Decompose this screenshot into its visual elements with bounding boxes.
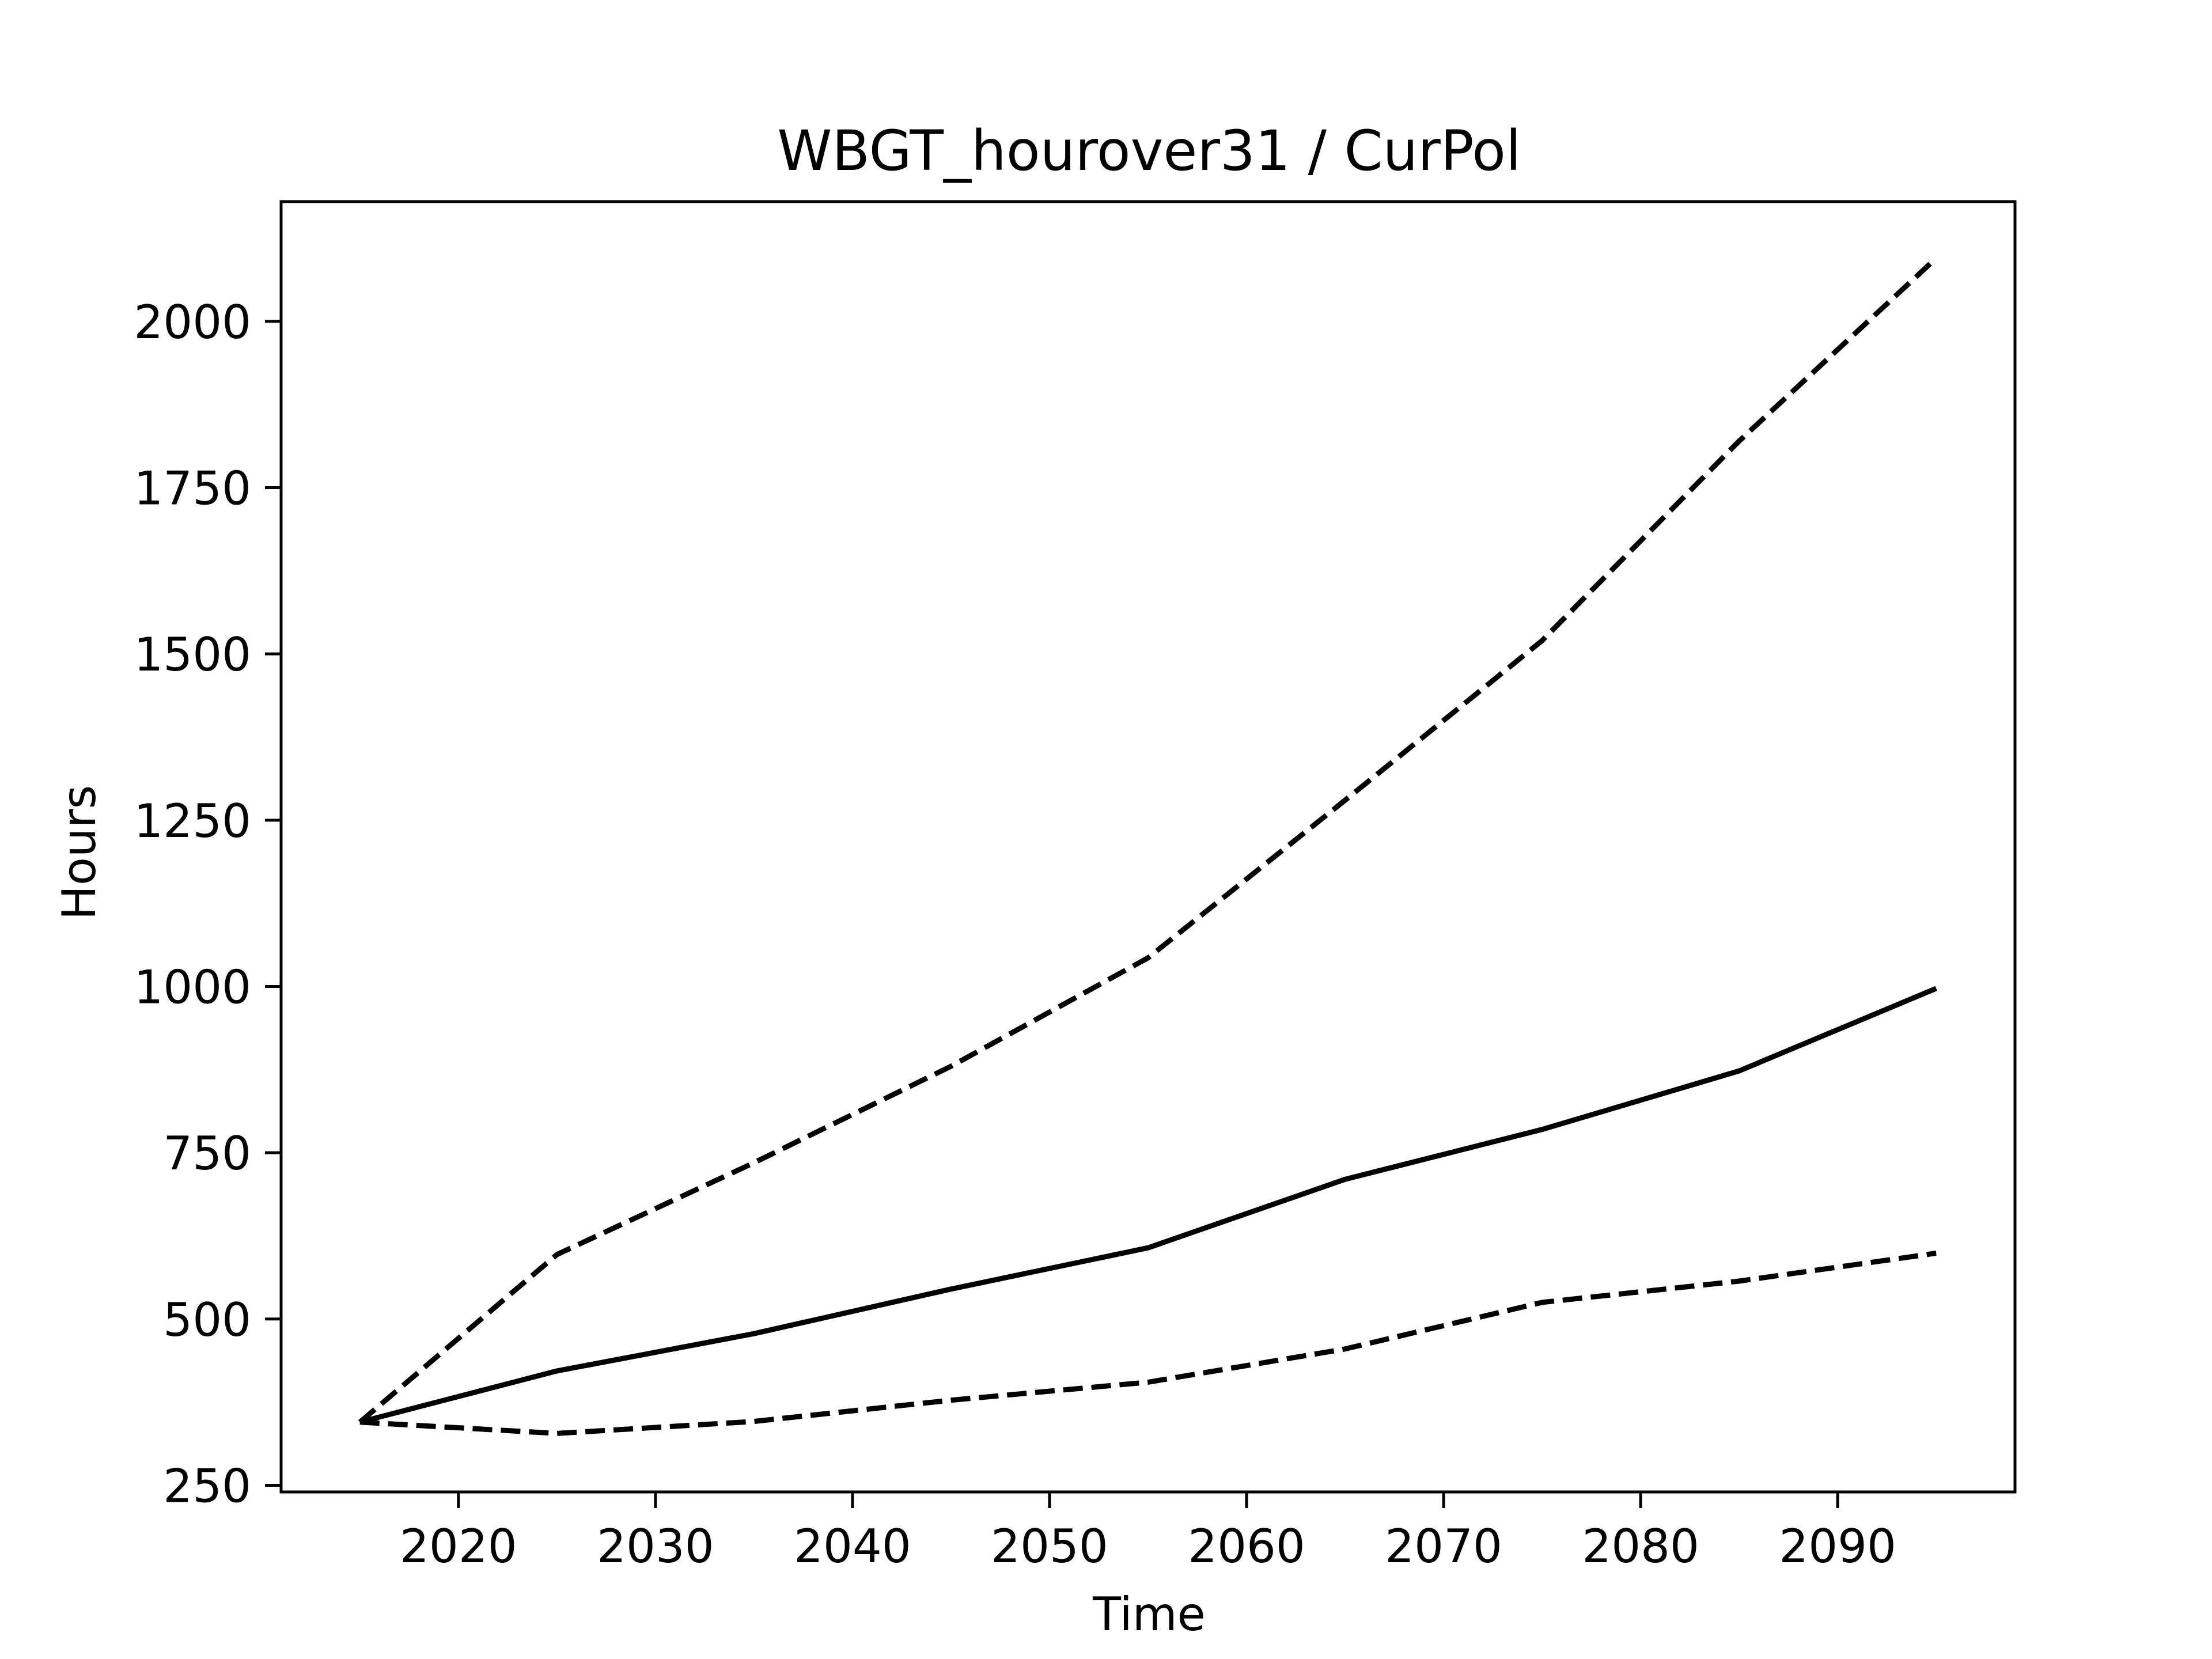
y-tick-label: 1000 <box>134 960 251 1014</box>
plot-frame <box>279 200 2017 1494</box>
x-tick-label: 2080 <box>1582 1520 1699 1573</box>
series-lower-dashed-line <box>359 1251 1937 1436</box>
x-tick-label: 2060 <box>1188 1520 1305 1573</box>
x-axis: 2020 2030 2040 2050 2060 2070 2080 2090 <box>400 1492 1896 1573</box>
x-tick-label: 2090 <box>1779 1520 1896 1573</box>
x-axis-label: Time <box>1092 1588 1206 1641</box>
y-axis-label: Hours <box>52 785 106 920</box>
y-tick-label: 1250 <box>134 794 251 848</box>
y-tick-label: 250 <box>163 1459 251 1513</box>
chart-title: WBGT_hourover31 / CurPol <box>777 119 1521 183</box>
x-tick-label: 2070 <box>1385 1520 1502 1573</box>
series-upper-dashed-line <box>358 256 1938 1425</box>
plot-area <box>358 256 1938 1436</box>
y-tick-label: 2000 <box>134 296 251 349</box>
y-tick-label: 500 <box>163 1293 251 1347</box>
x-tick-label: 2050 <box>991 1520 1108 1573</box>
series-median-line <box>359 986 1937 1425</box>
x-tick-label: 2040 <box>794 1520 911 1573</box>
x-tick-label: 2030 <box>597 1520 714 1573</box>
y-axis: 250 500 750 1000 1250 1500 1750 2000 <box>134 296 281 1513</box>
y-tick-label: 1500 <box>134 628 251 681</box>
y-tick-label: 750 <box>163 1127 251 1180</box>
y-tick-label: 1750 <box>134 461 251 515</box>
x-tick-label: 2020 <box>400 1520 517 1573</box>
